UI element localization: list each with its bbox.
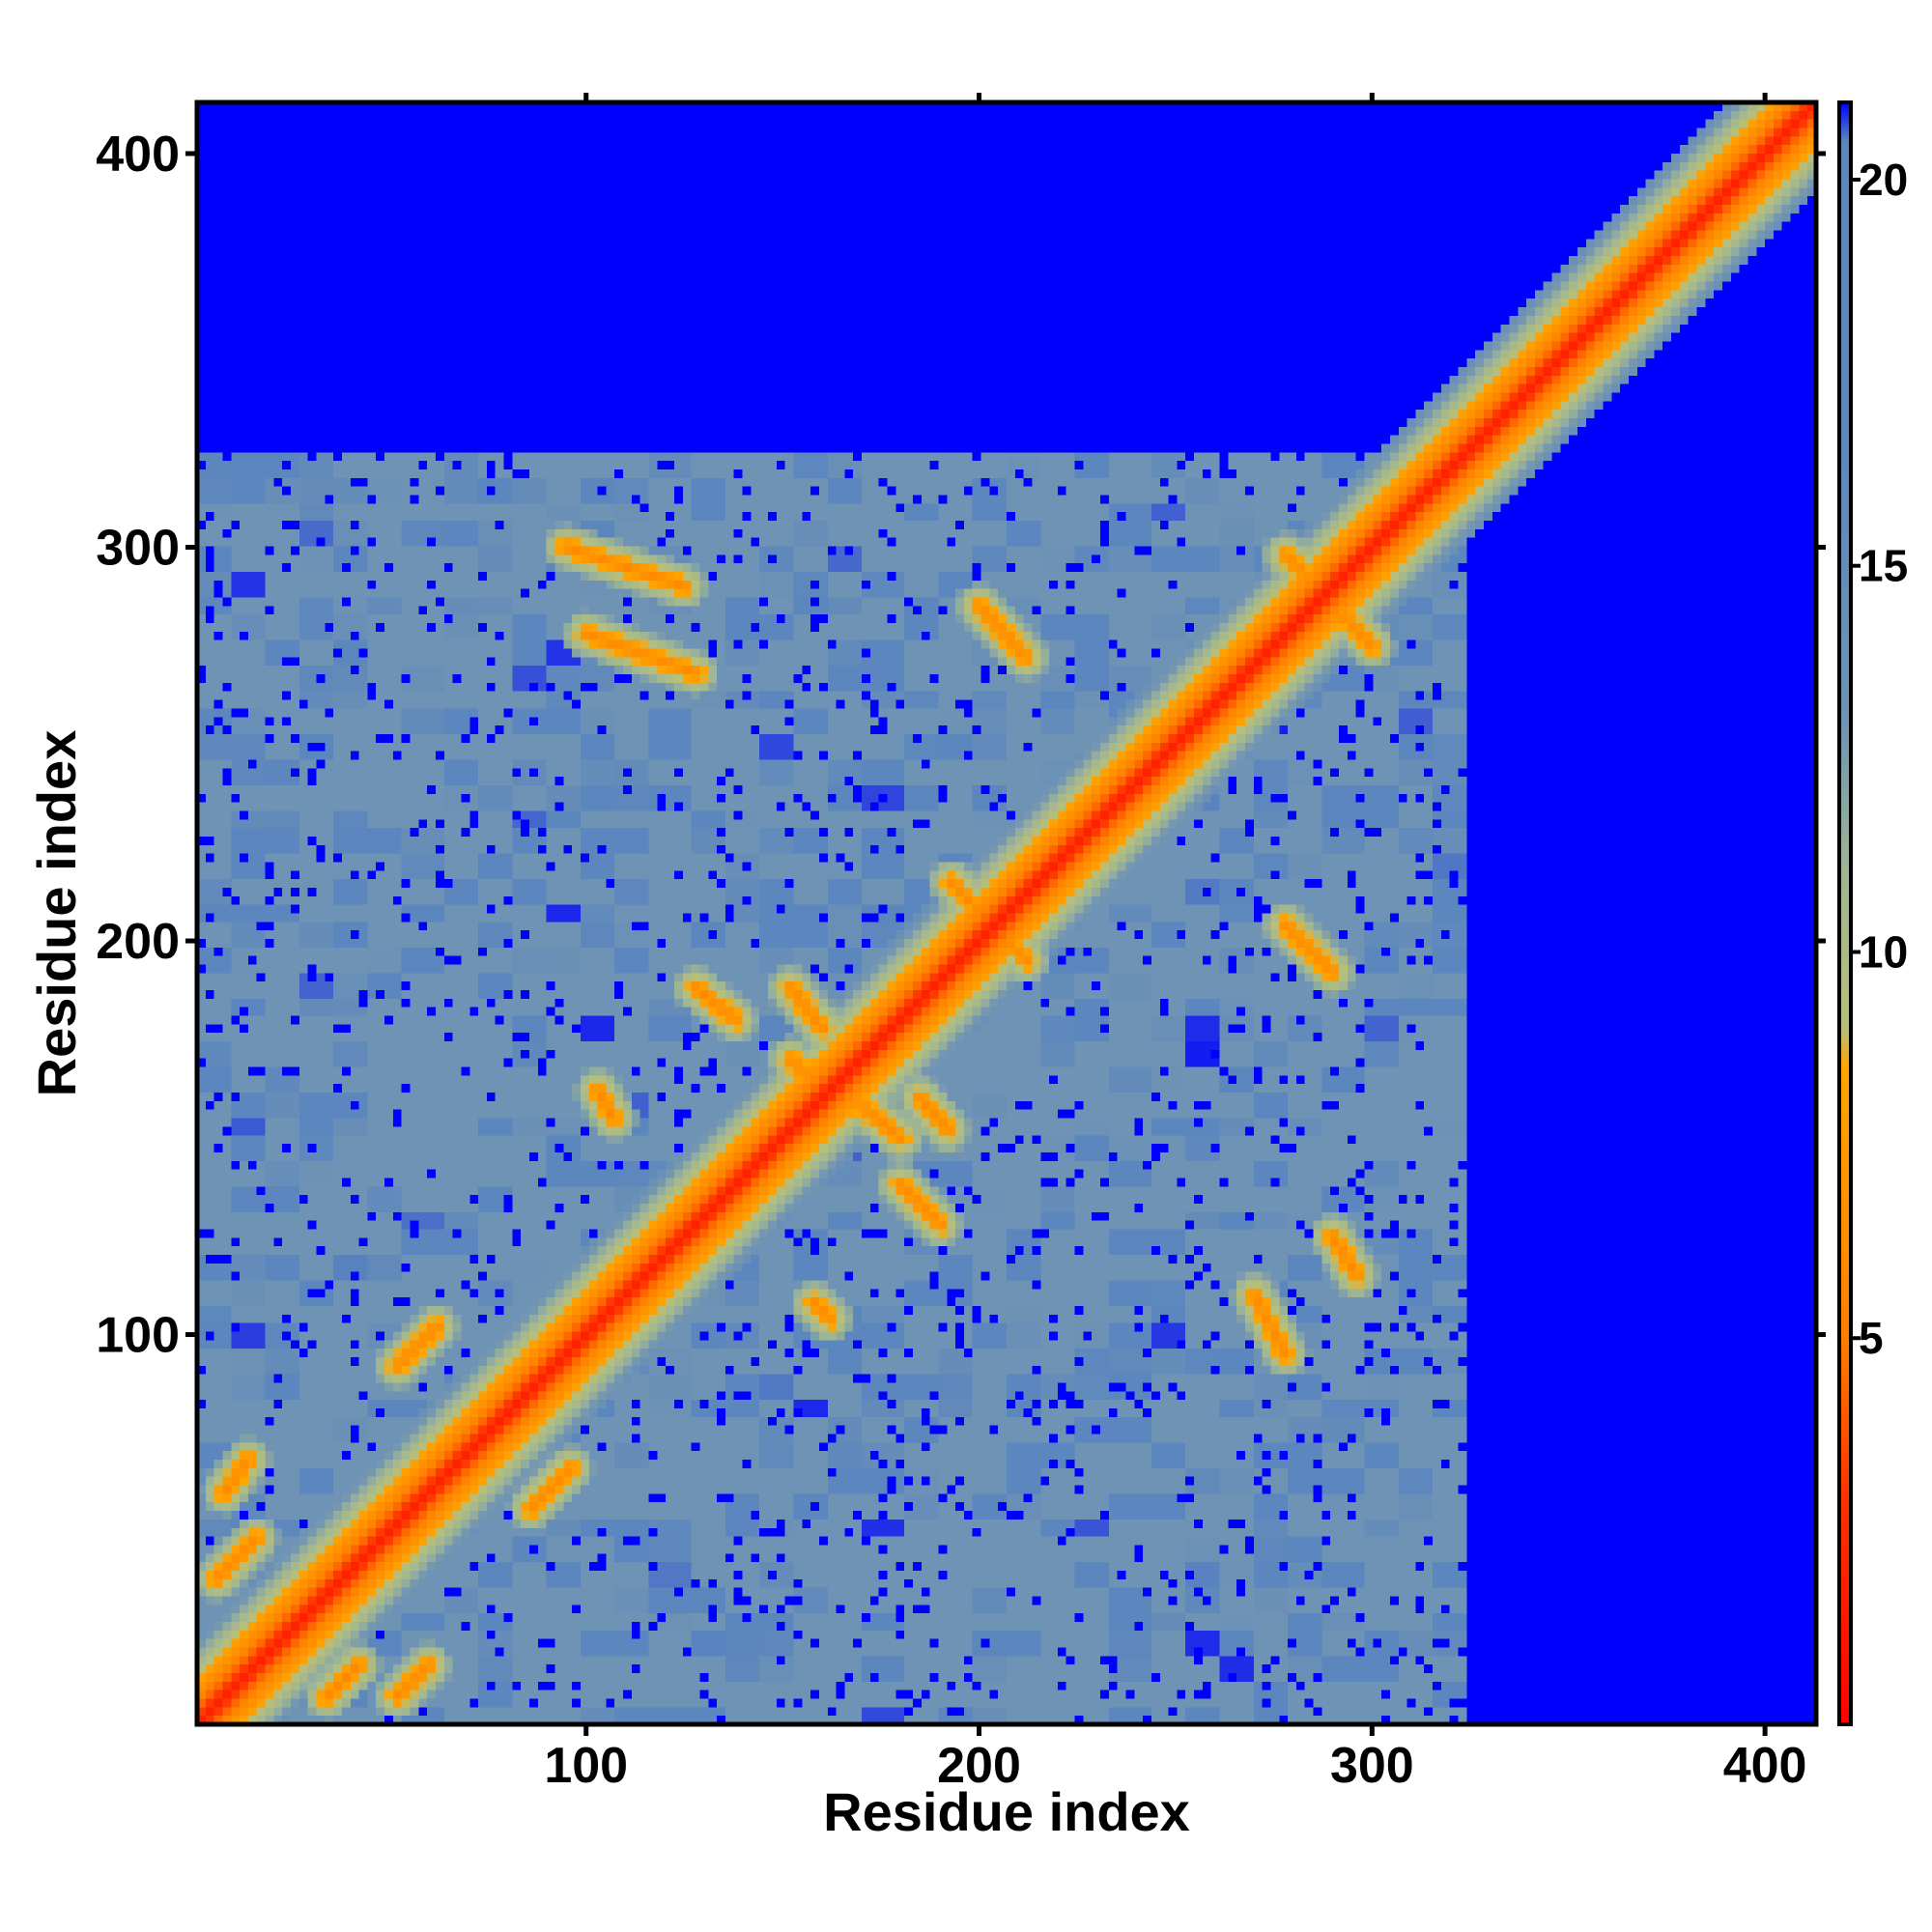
heatmap-plot — [197, 102, 1816, 1724]
x-tick-label: 300 — [1330, 1738, 1414, 1794]
colorbar — [1837, 100, 1853, 1726]
colorbar-tick-label: 5 — [1859, 1313, 1884, 1363]
colorbar-tick-label: 15 — [1859, 541, 1908, 591]
plot-frame — [194, 99, 1819, 1727]
x-tick-label: 200 — [937, 1738, 1021, 1794]
y-tick-label: 100 — [96, 1308, 180, 1364]
colorbar-tick-label: 20 — [1859, 155, 1908, 205]
heatmap-cells — [197, 102, 1816, 1724]
x-tick-label: 400 — [1723, 1738, 1807, 1794]
y-tick-label: 200 — [96, 914, 180, 970]
colorbar-tick-label: 10 — [1859, 926, 1908, 977]
y-axis-title: Residue index — [26, 730, 87, 1097]
y-tick-label: 300 — [96, 521, 180, 577]
y-axis-ticks: 100 200 300 400 — [96, 127, 197, 1364]
x-axis-ticks: 100 200 300 400 — [544, 1724, 1806, 1794]
y-tick-label: 400 — [96, 127, 180, 183]
colorbar-ticks: 5 10 15 20 — [1851, 155, 1908, 1363]
x-axis-title: Residue index — [823, 1781, 1190, 1842]
x-axis-top-ticks — [583, 93, 1768, 102]
y-axis-right-ticks — [1816, 151, 1826, 1338]
x-tick-label: 100 — [544, 1738, 628, 1794]
colorbar-gradient — [1837, 100, 1853, 1726]
